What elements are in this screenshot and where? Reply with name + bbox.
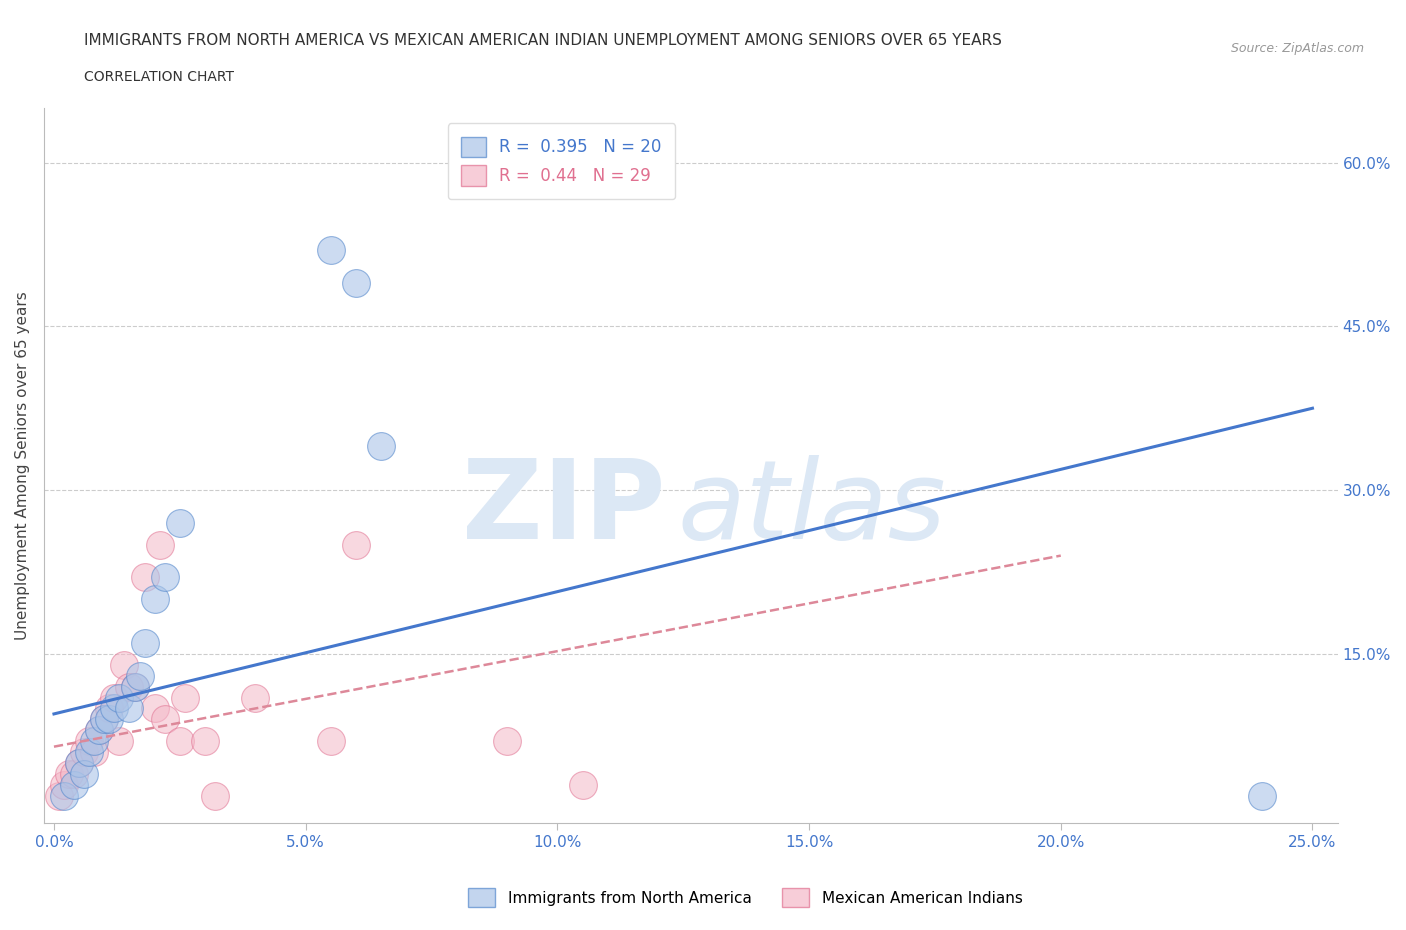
Point (89, 723, 111, 737)
Point (98, 712, 121, 727)
Point (73, 745, 96, 760)
Legend: R =  0.395   N = 20, R =  0.44   N = 29: R = 0.395 N = 20, R = 0.44 N = 29 (447, 124, 675, 199)
Point (124, 679, 146, 694)
Point (134, 635, 156, 650)
Point (128, 669, 150, 684)
Point (48, 789, 70, 804)
Point (103, 690, 125, 705)
Text: CORRELATION CHART: CORRELATION CHART (84, 70, 235, 84)
Point (124, 679, 146, 694)
Point (153, 712, 176, 727)
Point (344, 275, 367, 290)
Point (89, 723, 111, 737)
Point (108, 734, 131, 749)
Point (370, 439, 392, 454)
Point (77, 745, 100, 760)
Point (143, 591, 166, 606)
Text: ZIP: ZIP (461, 455, 665, 562)
Point (169, 515, 191, 530)
Point (143, 701, 166, 716)
Text: Source: ZipAtlas.com: Source: ZipAtlas.com (1230, 42, 1364, 55)
Point (77, 734, 100, 749)
Text: atlas: atlas (678, 455, 946, 562)
Point (1251, 789, 1274, 804)
Point (83, 734, 105, 749)
Point (194, 734, 217, 749)
Point (98, 701, 121, 716)
Point (103, 701, 125, 716)
Point (63, 777, 86, 792)
Point (114, 658, 136, 672)
Point (173, 690, 195, 705)
Point (93, 712, 115, 727)
Point (204, 789, 226, 804)
Point (53, 777, 76, 792)
Point (245, 690, 267, 705)
Point (93, 712, 115, 727)
Legend: Immigrants from North America, Mexican American Indians: Immigrants from North America, Mexican A… (461, 883, 1029, 913)
Point (134, 570, 156, 585)
Point (319, 243, 342, 258)
Text: IMMIGRANTS FROM NORTH AMERICA VS MEXICAN AMERICAN INDIAN UNEMPLOYMENT AMONG SENI: IMMIGRANTS FROM NORTH AMERICA VS MEXICAN… (84, 33, 1002, 47)
Point (149, 538, 172, 552)
Point (83, 745, 105, 760)
Point (67, 755, 90, 770)
Point (63, 766, 86, 781)
Point (118, 701, 141, 716)
Point (108, 690, 131, 705)
Point (571, 777, 593, 792)
Point (344, 538, 367, 552)
Y-axis label: Unemployment Among Seniors over 65 years: Unemployment Among Seniors over 65 years (15, 291, 30, 640)
Point (496, 734, 519, 749)
Point (319, 734, 342, 749)
Point (53, 789, 76, 804)
Point (118, 679, 141, 694)
Point (67, 755, 90, 770)
Point (73, 766, 96, 781)
Point (58, 766, 80, 781)
Point (153, 570, 176, 585)
Point (169, 734, 191, 749)
